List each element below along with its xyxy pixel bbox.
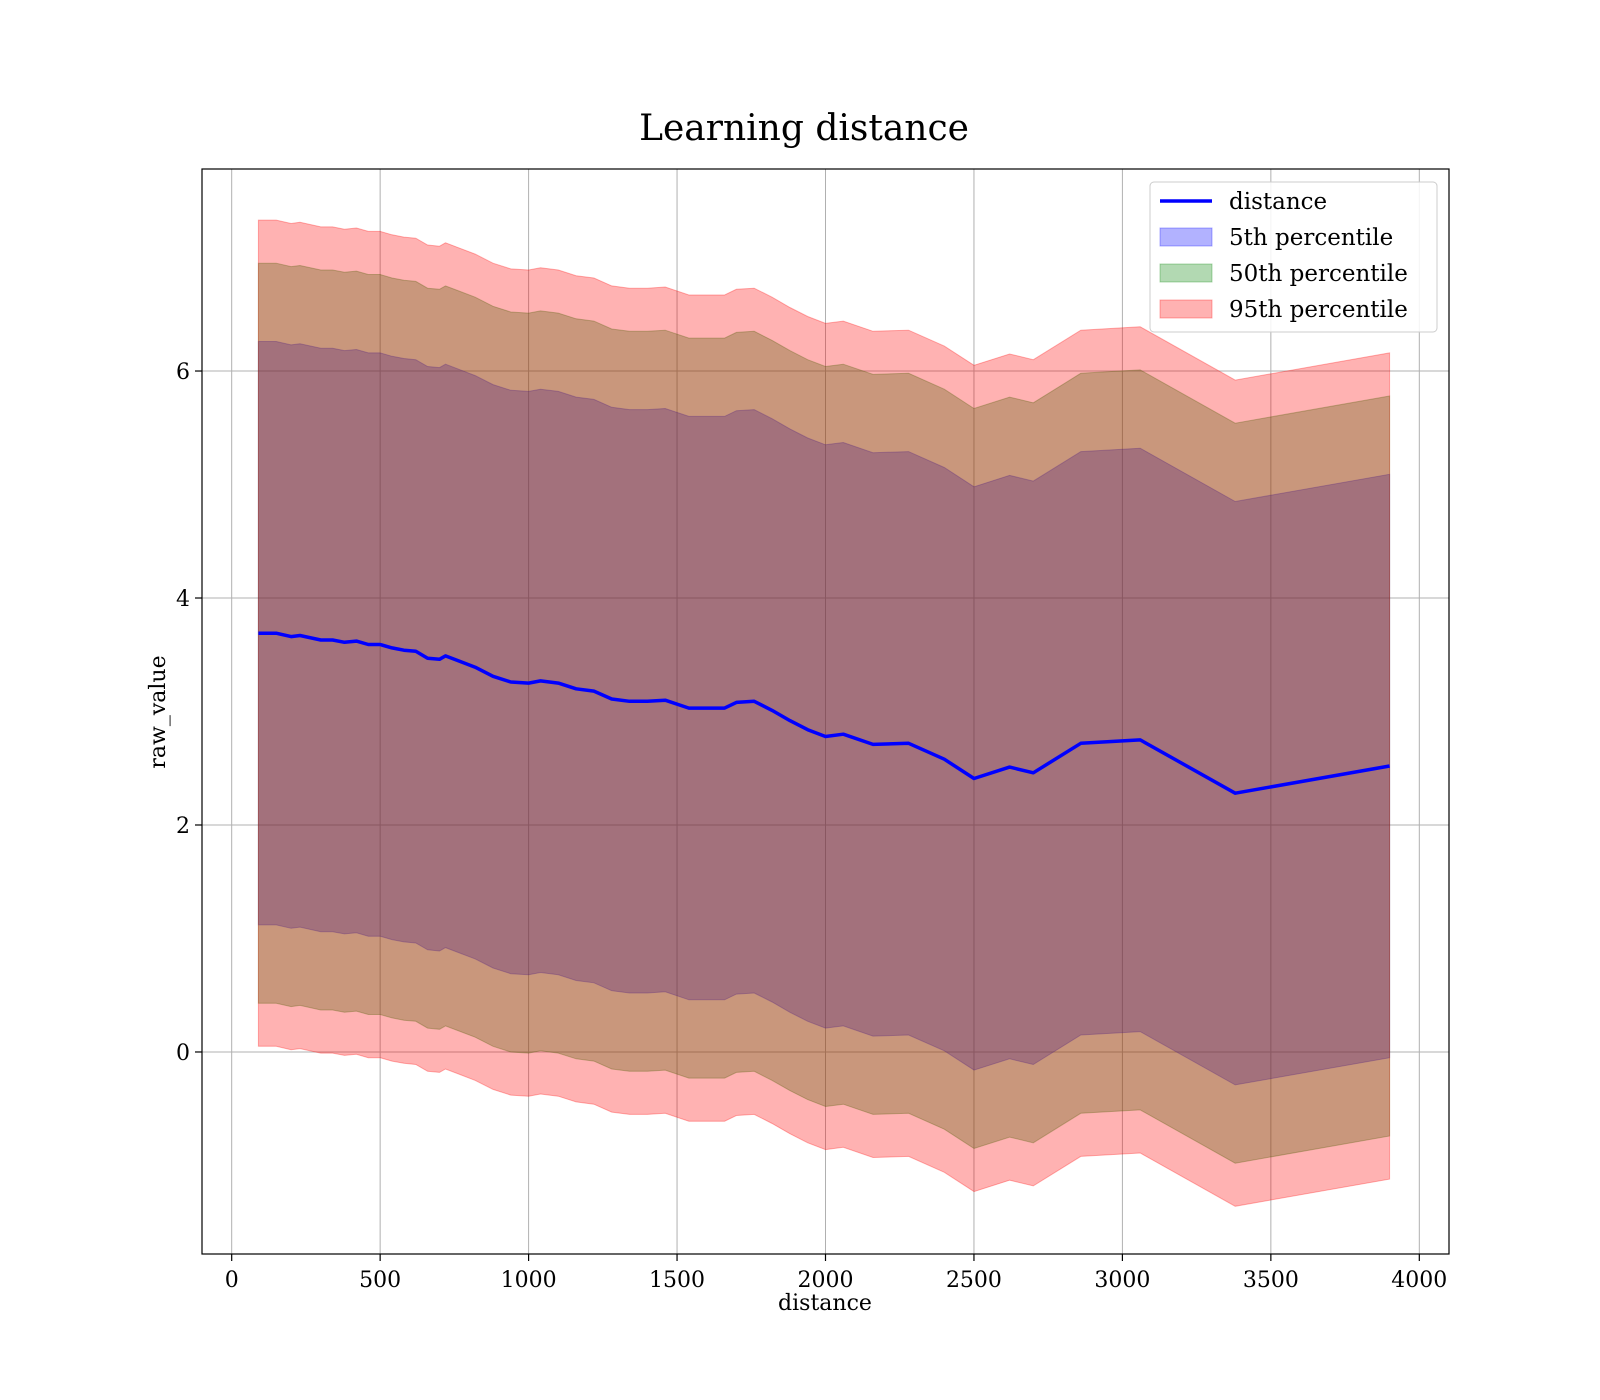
- percentile-bands: [257, 219, 1391, 1207]
- legend-label-95th-percentile: 95th percentile: [1229, 297, 1408, 323]
- legend-label-distance: distance: [1229, 189, 1327, 215]
- x-tick-label-7: 3500: [1243, 1268, 1299, 1293]
- x-tick-label-3: 1500: [649, 1268, 705, 1293]
- x-axis-ticks: 0 500 1000 1500 2000 2500 3000 3500 4000: [225, 1254, 1447, 1293]
- y-tick-label-2: 4: [176, 587, 190, 612]
- x-tick-label-8: 4000: [1391, 1268, 1447, 1293]
- legend-swatch-95th-percentile: [1159, 299, 1213, 319]
- x-tick-label-2: 1000: [501, 1268, 557, 1293]
- y-axis-label: raw_value: [146, 655, 171, 768]
- legend-items: distance 5th percentile 50th percentile 95t…: [1159, 189, 1408, 323]
- legend-box: [1149, 181, 1438, 333]
- band-50th-percentile: [257, 262, 1391, 1164]
- chart-title: Learning distance: [639, 108, 969, 149]
- x-tick-label-0: 0: [225, 1268, 239, 1293]
- x-axis-label: distance: [778, 1291, 872, 1316]
- series-line-distance: [258, 631, 1390, 795]
- legend-label-5th-percentile: 5th percentile: [1229, 225, 1393, 251]
- series-lines: [258, 631, 1390, 795]
- x-tick-label-6: 3000: [1094, 1268, 1150, 1293]
- y-tick-label-0: 0: [176, 1041, 190, 1066]
- plot-area: [201, 168, 1450, 1255]
- legend-swatch-5th-percentile: [1159, 227, 1213, 247]
- grid: [202, 169, 1449, 1254]
- legend-label-50th-percentile: 50th percentile: [1229, 261, 1408, 287]
- band-5th-percentile: [257, 341, 1391, 1086]
- legend-swatch-50th-percentile: [1159, 263, 1213, 283]
- legend: distance 5th percentile 50th percentile 95t…: [1149, 181, 1438, 333]
- x-tick-label-1: 500: [359, 1268, 401, 1293]
- x-tick-label-4: 2000: [798, 1268, 854, 1293]
- band-95th-percentile: [257, 219, 1391, 1207]
- x-tick-label-5: 2500: [946, 1268, 1002, 1293]
- y-tick-label-1: 2: [176, 814, 190, 839]
- y-tick-label-3: 6: [176, 360, 190, 385]
- y-axis-ticks: 0 2 4 6: [176, 360, 202, 1066]
